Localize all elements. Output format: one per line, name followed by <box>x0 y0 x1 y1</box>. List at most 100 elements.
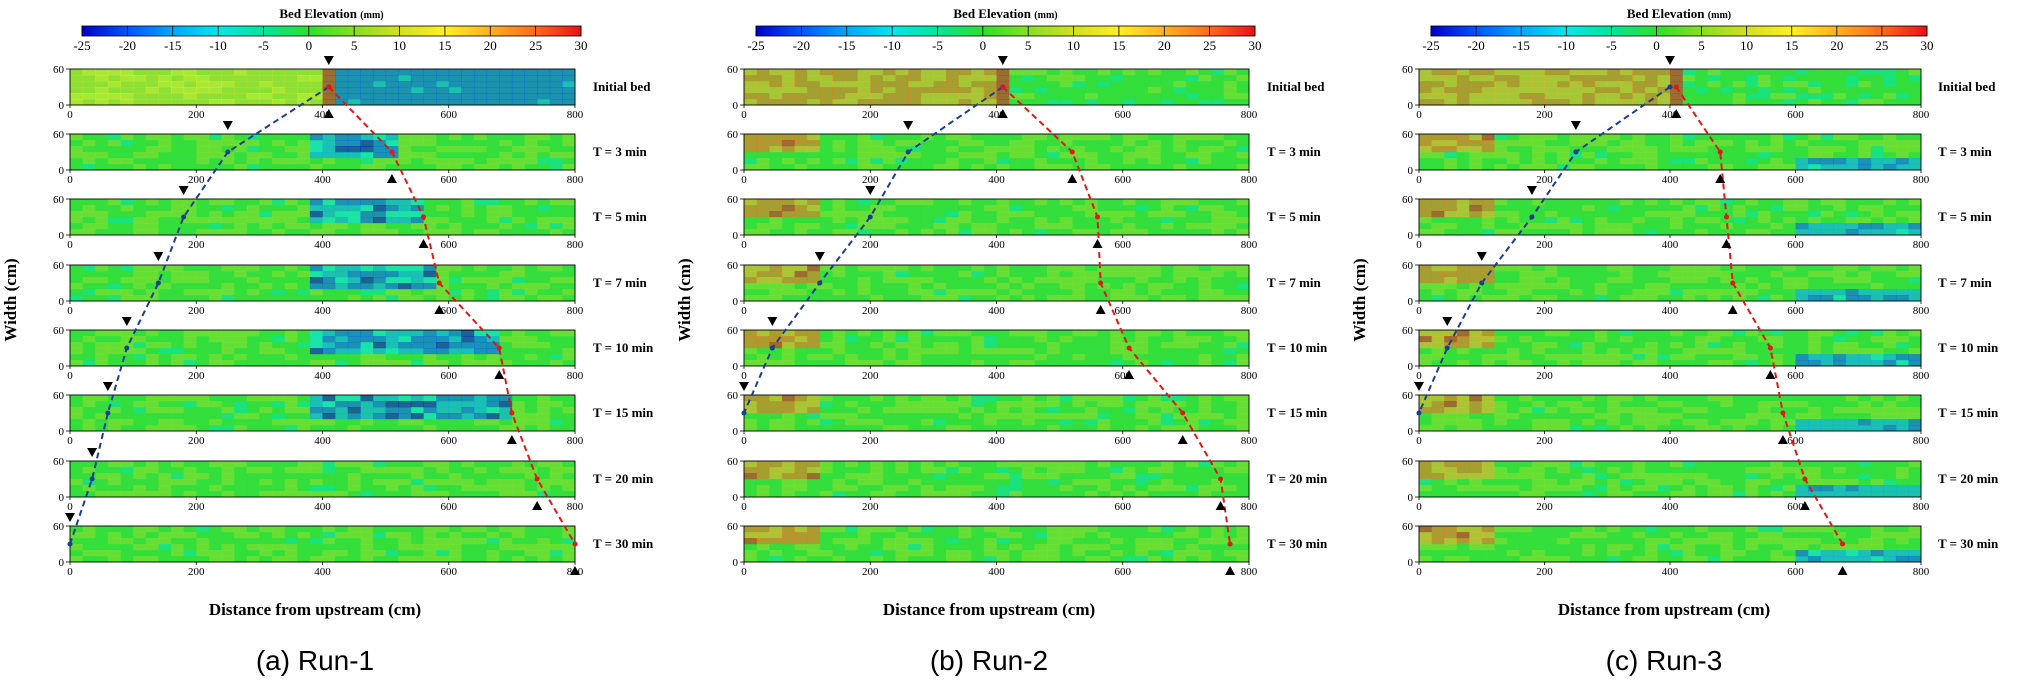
heatmap-cell <box>1456 75 1470 82</box>
heatmap-cell <box>832 407 846 414</box>
heatmap-cell <box>983 205 997 212</box>
x-tick-label: 0 <box>741 435 747 447</box>
heatmap-cell <box>1908 81 1922 88</box>
heatmap-cell <box>221 360 235 367</box>
heatmap-cell <box>744 87 758 94</box>
heatmap-cell <box>259 467 273 474</box>
heatmap-cell <box>499 395 513 402</box>
heatmap-cell <box>474 229 488 236</box>
heatmap-cell <box>1072 413 1086 420</box>
heatmap-cell <box>807 283 821 290</box>
heatmap-cell <box>1820 199 1834 206</box>
heatmap-cell <box>781 461 795 468</box>
heatmap-cell <box>347 336 361 343</box>
heatmap-cell <box>857 425 871 432</box>
heatmap-cell <box>1236 538 1250 545</box>
heatmap-cell <box>347 425 361 432</box>
heatmap-cell <box>524 217 538 224</box>
heatmap-cell <box>895 134 909 141</box>
heatmap-cell <box>1745 69 1759 76</box>
heatmap-cell <box>1009 401 1023 408</box>
heatmap-cell <box>322 205 336 212</box>
heatmap-cell <box>1720 140 1734 147</box>
heatmap-cell <box>120 93 134 100</box>
heatmap-cell <box>1160 283 1174 290</box>
heatmap-cell <box>1059 461 1073 468</box>
heatmap-cell <box>971 461 985 468</box>
heatmap-cell <box>107 158 121 165</box>
heatmap-cell <box>1670 199 1684 206</box>
heatmap-cell <box>895 395 909 402</box>
heatmap-cell <box>335 330 349 337</box>
y-tick-label: 60 <box>727 64 739 76</box>
heatmap-cell <box>423 401 437 408</box>
heatmap-cell <box>1021 69 1035 76</box>
heatmap-cell <box>183 473 197 480</box>
heatmap-cell <box>272 407 286 414</box>
heatmap-cell <box>1122 544 1136 551</box>
heatmap-cell <box>196 140 210 147</box>
heatmap-cell <box>537 211 551 218</box>
heatmap-cell <box>347 348 361 355</box>
heatmap-cell <box>908 283 922 290</box>
heatmap-cell <box>335 223 349 230</box>
heatmap-cell <box>1223 158 1237 165</box>
heatmap-cell <box>461 99 475 106</box>
heatmap-cell <box>744 211 758 218</box>
heatmap-cell <box>1059 485 1073 492</box>
heatmap-cell <box>1419 211 1433 218</box>
heatmap-cell <box>895 401 909 408</box>
heatmap-cell <box>1122 354 1136 361</box>
heatmap-cell <box>410 395 424 402</box>
heatmap-cell <box>322 69 336 76</box>
colorbar-tick-label: -15 <box>164 38 181 53</box>
heatmap-cell <box>221 152 235 159</box>
heatmap-cell <box>347 532 361 539</box>
heatmap-cell <box>486 99 500 106</box>
heatmap-cell <box>246 271 260 278</box>
heatmap-cell <box>971 146 985 153</box>
heatmap-cell <box>1833 152 1847 159</box>
heatmap-cell <box>946 229 960 236</box>
heatmap-cell <box>857 87 871 94</box>
heatmap-cell <box>196 526 210 533</box>
heatmap-cell <box>347 342 361 349</box>
heatmap-cell <box>1122 93 1136 100</box>
heatmap-cell <box>171 526 185 533</box>
colorbar-tick-label: -10 <box>209 38 226 53</box>
heatmap-cell <box>234 134 248 141</box>
heatmap-cell <box>769 425 783 432</box>
heatmap-cell <box>511 485 525 492</box>
heatmap-cell <box>958 205 972 212</box>
heatmap-cell <box>1444 75 1458 82</box>
heatmap-cell <box>360 158 374 165</box>
heatmap-cell <box>70 532 84 539</box>
heatmap-cell <box>1657 205 1671 212</box>
heatmap-cell <box>474 407 488 414</box>
x-tick-label: 200 <box>188 435 205 447</box>
heatmap-cell <box>1135 199 1149 206</box>
heatmap-cell <box>474 491 488 498</box>
heatmap-cell <box>360 211 374 218</box>
heatmap-cell <box>1009 289 1023 296</box>
heatmap-cell <box>246 330 260 337</box>
upstream-front-marker <box>178 186 189 195</box>
heatmap-cell <box>946 283 960 290</box>
heatmap-cell <box>1644 99 1658 106</box>
heatmap-cell <box>1059 491 1073 498</box>
heatmap-cell <box>347 395 361 402</box>
heatmap-cell <box>398 75 412 82</box>
heatmap-cell <box>832 479 846 486</box>
heatmap-cell <box>1009 461 1023 468</box>
heatmap-cell <box>309 223 323 230</box>
x-tick-label: 200 <box>188 370 205 382</box>
heatmap-cell <box>870 199 884 206</box>
heatmap-cell <box>1531 99 1545 106</box>
heatmap-cell <box>322 199 336 206</box>
heatmap-cell <box>1009 146 1023 153</box>
heatmap-cell <box>895 491 909 498</box>
heatmap-cell <box>832 295 846 302</box>
heatmap-cell <box>1782 152 1796 159</box>
heatmap-cell <box>82 479 96 486</box>
heatmap-cell <box>347 271 361 278</box>
